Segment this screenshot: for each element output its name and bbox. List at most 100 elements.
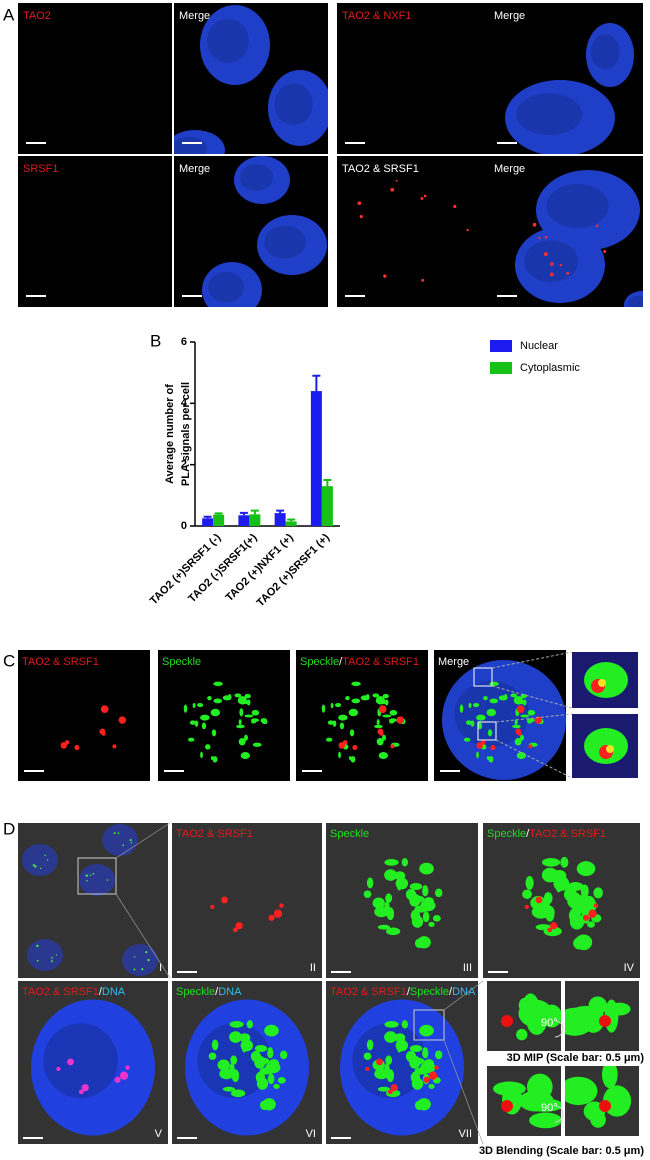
inset-box [477, 721, 497, 741]
speckle [384, 869, 398, 881]
speckle [208, 1052, 217, 1060]
speckle [268, 1059, 280, 1069]
roman-numeral: VI [306, 1128, 316, 1140]
dot [39, 867, 42, 869]
label-part: TAO2 & SRSF1 [342, 656, 419, 668]
speckle [465, 720, 472, 725]
speckle [330, 703, 334, 708]
rotation-arrow [554, 1020, 564, 1038]
bar [274, 513, 286, 526]
dot [538, 236, 541, 240]
panel-letter: A [3, 5, 15, 24]
bar [310, 391, 322, 526]
speckle [351, 681, 361, 687]
nucleus-texture [208, 271, 244, 303]
label-part: SRSF1 [23, 163, 58, 175]
speckle [273, 1083, 280, 1090]
speckle [240, 752, 251, 759]
image-tile: Speckle/TAO2 & SRSF1 [296, 650, 428, 781]
dot [67, 1058, 74, 1066]
overlap [606, 745, 614, 753]
image-label: TAO2 [23, 10, 51, 22]
dot [377, 728, 384, 735]
dot [466, 228, 469, 232]
speckle [527, 709, 536, 716]
y-tick-label: 0 [181, 520, 187, 532]
nucleus [122, 944, 158, 976]
image-tile: TAO2 & SRSF1/Speckle/DNA [326, 981, 478, 1144]
dot [141, 968, 144, 971]
dot [357, 201, 362, 206]
dot [434, 1065, 439, 1070]
speckle [260, 718, 268, 724]
dot [64, 740, 70, 745]
label-part: Speckle [162, 656, 201, 668]
dot [421, 278, 425, 282]
speckle [476, 751, 479, 759]
speckle [335, 702, 342, 708]
image-label: Speckle/DNA [176, 986, 242, 998]
speckle [187, 737, 195, 742]
speckle [541, 858, 561, 867]
y-axis-label: PLA signals per cell [180, 382, 192, 486]
speckle [423, 897, 435, 907]
legend-swatch [490, 362, 512, 374]
speckle [372, 693, 380, 698]
image-background [326, 823, 478, 978]
speckle [526, 1073, 553, 1101]
dot [524, 904, 529, 910]
speckle [350, 756, 356, 763]
dot [235, 922, 243, 930]
speckle [234, 693, 242, 698]
speckle [345, 695, 350, 701]
error-bar [214, 512, 223, 515]
speckle [377, 1086, 391, 1092]
speckle [520, 693, 527, 699]
dot [543, 252, 548, 256]
bar [321, 486, 333, 526]
speckle [382, 693, 389, 699]
dot [122, 844, 125, 847]
dot [390, 187, 395, 192]
speckle [378, 752, 389, 759]
image-label: TAO2 & SRSF1 [176, 828, 253, 840]
image-tile: TAO2 & SRSF1 [18, 650, 150, 781]
label-part: Speckle [300, 656, 339, 668]
dot [516, 705, 525, 714]
speckle [512, 724, 521, 729]
dot [423, 194, 427, 198]
speckle [543, 899, 550, 914]
speckle [230, 1055, 238, 1065]
zoom-guide [491, 651, 573, 779]
speckle [410, 1071, 421, 1084]
dot [383, 274, 387, 278]
image-background [18, 650, 150, 781]
label-part: TAO2 & SRSF1 [22, 986, 99, 998]
speckle [332, 720, 337, 727]
speckle [384, 1063, 390, 1074]
speckle [325, 737, 333, 742]
speckle [575, 934, 593, 951]
speckle [255, 1071, 266, 1084]
dot [44, 854, 46, 857]
speckle [476, 714, 486, 721]
signal [501, 1015, 513, 1027]
speckle [486, 708, 497, 717]
dot [376, 1058, 383, 1066]
speckle [434, 888, 443, 898]
overlap [598, 679, 606, 687]
speckle [587, 921, 596, 928]
dot [559, 263, 562, 267]
speckle [422, 1048, 429, 1059]
dot [279, 903, 284, 908]
dot [55, 954, 58, 956]
image-background [172, 823, 322, 978]
nucleus-texture [264, 225, 306, 259]
image-tile: Merge [174, 3, 328, 154]
label-part: Merge [179, 10, 210, 22]
legend-label: Nuclear [520, 340, 558, 352]
image-tile [565, 981, 639, 1051]
image-background [337, 3, 491, 154]
speckle [210, 708, 221, 717]
dot [56, 1066, 61, 1072]
